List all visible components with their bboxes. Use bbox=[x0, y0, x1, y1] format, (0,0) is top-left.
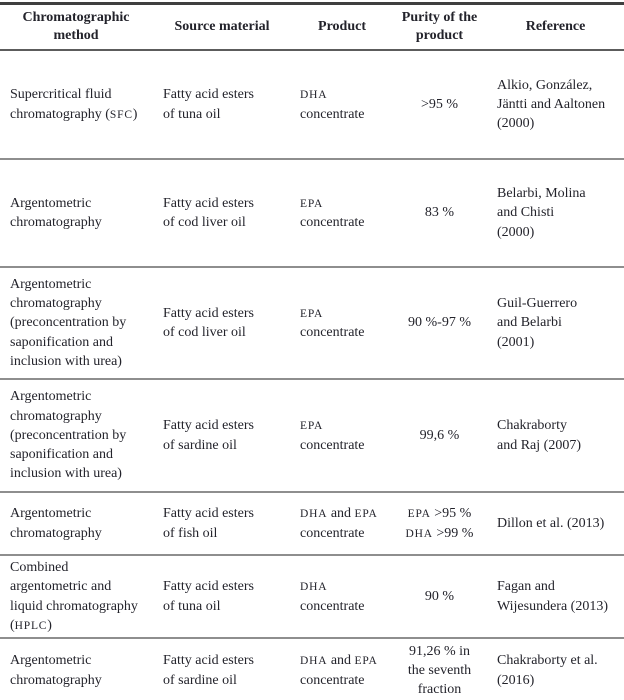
header-source-material: Source material bbox=[152, 3, 292, 51]
acronym-smallcaps: EPA bbox=[354, 508, 378, 521]
cell-purity: 83 % bbox=[392, 159, 487, 268]
cell-product: DHA and EPA concentrate bbox=[300, 653, 378, 688]
cell-method: Argentometric chromatography (preconcent… bbox=[0, 267, 152, 380]
cell-purity: >95 % bbox=[392, 50, 487, 160]
cell-reference: Guil-Guerrero and Belarbi (2001) bbox=[487, 267, 624, 380]
cell-method: Supercritical fluid chromatography (SFC) bbox=[0, 50, 152, 160]
acronym-smallcaps: DHA bbox=[300, 581, 328, 594]
table-row: Argentometric chromatography Fatty acid e… bbox=[0, 638, 624, 700]
acronym-smallcaps: EPA bbox=[300, 307, 324, 320]
table-row: Supercritical fluid chromatography (SFC)… bbox=[0, 50, 624, 160]
acronym-smallcaps: DHA bbox=[300, 508, 328, 521]
cell-source: Fatty acid esters of sardine oil bbox=[163, 653, 254, 688]
acronym-smallcaps: DHA bbox=[405, 527, 433, 540]
cell-reference: Dillon et al. (2013) bbox=[487, 492, 624, 556]
table-row: Argentometric chromatography Fatty acid e… bbox=[0, 159, 624, 268]
header-row: Chromatographic method Source material P… bbox=[0, 3, 624, 51]
cell-method: Argentometric chromatography bbox=[0, 159, 152, 268]
cell-reference: Alkio, González, Jäntti and Aaltonen (20… bbox=[487, 50, 624, 160]
cell-reference: Chakraborty and Raj (2007) bbox=[487, 379, 624, 493]
table-body: Supercritical fluid chromatography (SFC)… bbox=[0, 50, 624, 700]
acronym-smallcaps: HPLC bbox=[14, 619, 48, 632]
header-purity: Purity of the product bbox=[392, 3, 487, 51]
cell-purity: 99,6 % bbox=[392, 379, 487, 493]
acronym-smallcaps: DHA bbox=[300, 89, 328, 102]
cell-source: Fatty acid esters of tuna oil bbox=[152, 50, 292, 160]
table-row: Argentometric chromatography (preconcent… bbox=[0, 267, 624, 380]
acronym-smallcaps: SFC bbox=[109, 108, 133, 121]
cell-purity: EPA >95 % DHA >99 % bbox=[392, 492, 487, 556]
acronym-smallcaps: EPA bbox=[354, 655, 378, 668]
cell-product: DHA and EPA concentrate bbox=[292, 492, 392, 556]
cell-method: Combined argentometric and liquid chroma… bbox=[0, 555, 152, 640]
header-reference: Reference bbox=[487, 3, 624, 51]
table-row: Combined argentometric and liquid chroma… bbox=[0, 555, 624, 640]
cell-reference: Chakraborty et al. (2016) bbox=[497, 653, 598, 688]
cell-source: Fatty acid esters of fish oil bbox=[152, 492, 292, 556]
cell-reference: Belarbi, Molina and Chisti (2000) bbox=[487, 159, 624, 268]
cell-purity: 90 %-97 % bbox=[392, 267, 487, 380]
table-row: Argentometric chromatography Fatty acid e… bbox=[0, 492, 624, 556]
table-header: Chromatographic method Source material P… bbox=[0, 3, 624, 51]
cell-method: Argentometric chromatography (preconcent… bbox=[0, 379, 152, 493]
header-chromatographic-method: Chromatographic method bbox=[0, 3, 152, 51]
cell-product: DHA concentrate bbox=[292, 50, 392, 160]
cell-product: EPA concentrate bbox=[292, 379, 392, 493]
cell-source: Fatty acid esters of cod liver oil bbox=[152, 267, 292, 380]
cell-method: Argentometric chromatography bbox=[10, 653, 102, 688]
acronym-smallcaps: EPA bbox=[407, 508, 431, 521]
cell-source: Fatty acid esters of sardine oil bbox=[152, 379, 292, 493]
cell-purity: 90 % bbox=[392, 555, 487, 640]
cell-source: Fatty acid esters of tuna oil bbox=[152, 555, 292, 640]
cell-product: EPA concentrate bbox=[292, 267, 392, 380]
acronym-smallcaps: EPA bbox=[300, 420, 324, 433]
cell-purity: 91,26 % in the seventh fraction bbox=[407, 643, 472, 698]
cell-source: Fatty acid esters of cod liver oil bbox=[152, 159, 292, 268]
cell-product: EPA concentrate bbox=[292, 159, 392, 268]
header-product: Product bbox=[292, 3, 392, 51]
table-row: Argentometric chromatography (preconcent… bbox=[0, 379, 624, 493]
cell-method: Argentometric chromatography bbox=[0, 492, 152, 556]
acronym-smallcaps: DHA bbox=[300, 655, 328, 668]
acronym-smallcaps: EPA bbox=[300, 197, 324, 210]
cell-reference: Fagan and Wijesundera (2013) bbox=[487, 555, 624, 640]
cell-product: DHA concentrate bbox=[292, 555, 392, 640]
